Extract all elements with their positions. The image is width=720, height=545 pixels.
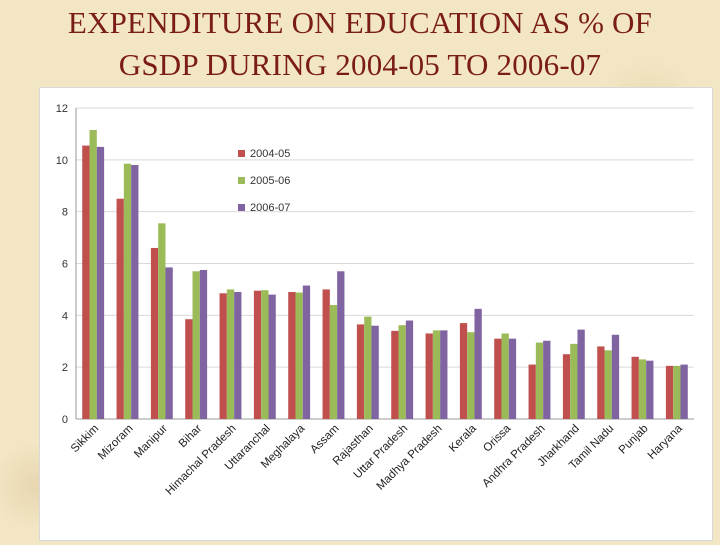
x-tick-label: Assam (308, 423, 341, 456)
bar-2004-05-15 (562, 354, 571, 419)
bar-2004-05-10 (391, 330, 399, 419)
bar-2004-05-13 (494, 338, 502, 419)
bar-2005-06-16 (604, 350, 612, 419)
bar-2004-05-16 (597, 346, 605, 419)
bar-2006-07-13 (508, 338, 517, 419)
bar-2006-07-1 (96, 146, 105, 419)
bar-2004-05-8 (322, 289, 330, 419)
x-tick-label: Andhra Pradesh (480, 423, 547, 490)
y-tick-label: 0 (62, 414, 68, 426)
bar-2005-06-12 (467, 332, 475, 419)
bar-2004-05-14 (528, 364, 536, 419)
y-tick-label: 2 (62, 362, 68, 374)
bar-2006-07-3 (165, 267, 173, 419)
x-tick-label: Punjab (617, 423, 651, 457)
legend-label: 2004-05 (250, 148, 290, 160)
bar-2004-05-6 (253, 290, 262, 419)
bar-2006-07-11 (440, 330, 448, 419)
bar-2006-07-16 (611, 334, 620, 419)
bar-2005-06-8 (329, 304, 338, 419)
bar-2005-06-10 (398, 325, 406, 419)
bar-2006-07-10 (405, 320, 414, 419)
legend-label: 2005-06 (250, 175, 290, 187)
bar-2004-05-11 (425, 333, 433, 419)
bar-2005-06-11 (432, 330, 441, 419)
x-tick-label: Orissa (481, 422, 513, 454)
bar-2006-07-4 (199, 269, 208, 419)
chart-panel: 0 2 4 6 8 10 12 Sikkim Mizoram Manipur Bihar Himach… (40, 88, 712, 540)
bar-2006-07-5 (234, 292, 242, 419)
bar-2005-06-5 (226, 289, 235, 419)
x-tick-label: Madhya Pradesh (375, 423, 445, 493)
bar-2006-07-18 (680, 364, 688, 419)
title-line-1: EXPENDITURE ON EDUCATION AS % OF (67, 5, 653, 40)
x-tick-label: Haryana (646, 422, 686, 462)
bar-2005-06-15 (570, 343, 578, 419)
bar-2005-06-14 (535, 342, 544, 419)
bar-2006-07-12 (474, 308, 482, 419)
bar-2004-05-5 (219, 293, 227, 419)
bar-2006-07-6 (268, 294, 276, 419)
bar-2005-06-17 (638, 359, 647, 419)
bar-2004-05-2 (116, 198, 124, 419)
bar-2006-07-17 (646, 360, 654, 419)
bar-2005-06-7 (295, 292, 303, 419)
bar-2004-05-18 (665, 365, 674, 419)
bar-2004-05-9 (356, 324, 365, 419)
bar-2006-07-2 (131, 165, 139, 419)
bar-2005-06-9 (364, 316, 372, 419)
legend-swatch (238, 150, 245, 157)
bar-2006-07-15 (577, 329, 585, 419)
bar-2006-07-14 (543, 340, 551, 419)
y-tick-label: 12 (56, 103, 68, 115)
bar-2004-05-12 (459, 323, 468, 419)
legend-label: 2006-07 (250, 202, 290, 214)
bar-2006-07-9 (371, 325, 379, 419)
bar-2005-06-6 (261, 290, 269, 419)
legend-swatch (238, 177, 245, 184)
bar-2004-05-7 (288, 292, 296, 419)
bar-2006-07-7 (302, 285, 311, 419)
slide-title: EXPENDITURE ON EDUCATION AS % OF GSDP DU… (0, 2, 720, 86)
bar-2004-05-3 (150, 247, 159, 419)
legend-swatch (238, 204, 245, 211)
bar-2005-06-13 (501, 333, 509, 419)
bar-2004-05-1 (82, 145, 90, 419)
x-tick-label: Bihar (177, 423, 205, 451)
x-tick-label: Mizoram (96, 423, 136, 463)
x-tick-label: Kerala (447, 422, 479, 454)
y-tick-label: 10 (56, 155, 68, 167)
bar-2005-06-3 (158, 223, 166, 419)
y-tick-label: 6 (62, 259, 68, 271)
bar-2005-06-18 (673, 365, 681, 419)
bar-2005-06-4 (192, 271, 200, 419)
bar-2005-06-1 (89, 130, 97, 419)
y-tick-label: 4 (62, 310, 68, 322)
bar-2004-05-4 (185, 319, 193, 419)
x-tick-label: Sikkim (69, 423, 101, 455)
x-tick-label: Manipur (132, 423, 170, 461)
bar-2006-07-8 (337, 271, 345, 419)
bar-2005-06-2 (123, 163, 132, 419)
title-line-2: GSDP DURING 2004-05 TO 2006-07 (118, 47, 602, 82)
bar-2004-05-17 (631, 356, 639, 419)
y-tick-label: 8 (62, 207, 68, 219)
